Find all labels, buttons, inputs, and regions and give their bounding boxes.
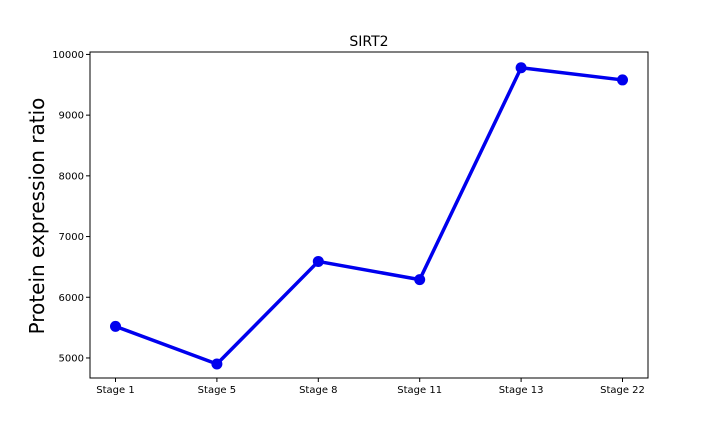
- x-tick-label: Stage 8: [299, 385, 337, 396]
- y-tick-label: 10000: [52, 50, 84, 61]
- data-point: [312, 255, 324, 267]
- y-tick-label: 7000: [59, 232, 84, 243]
- x-tick-label: Stage 22: [600, 385, 645, 396]
- y-tick-label: 6000: [59, 293, 84, 304]
- data-point: [414, 274, 426, 286]
- y-axis-label: Protein expression ratio: [25, 98, 49, 335]
- y-tick-label: 5000: [59, 353, 84, 364]
- series-layer: [110, 62, 628, 370]
- data-point: [515, 62, 527, 74]
- plot-area-frame: [89, 51, 649, 379]
- x-tick-label: Stage 13: [499, 385, 544, 396]
- series-line: [114, 66, 623, 366]
- x-axis: Stage 1 Stage 5 Stage 8 Stage 11 Stage 13 Sta…: [96, 378, 645, 396]
- x-tick-label: Stage 5: [198, 385, 236, 396]
- y-axis: 5000 6000 7000 8000 9000 10000: [52, 50, 90, 364]
- x-tick-label: Stage 11: [397, 385, 442, 396]
- data-point: [211, 358, 223, 370]
- y-tick-label: 9000: [59, 111, 84, 122]
- y-tick-label: 8000: [59, 171, 84, 182]
- chart-title: SIRT2: [349, 34, 388, 50]
- data-point: [617, 74, 628, 86]
- x-tick-label: Stage 1: [96, 385, 134, 396]
- data-point: [110, 320, 121, 332]
